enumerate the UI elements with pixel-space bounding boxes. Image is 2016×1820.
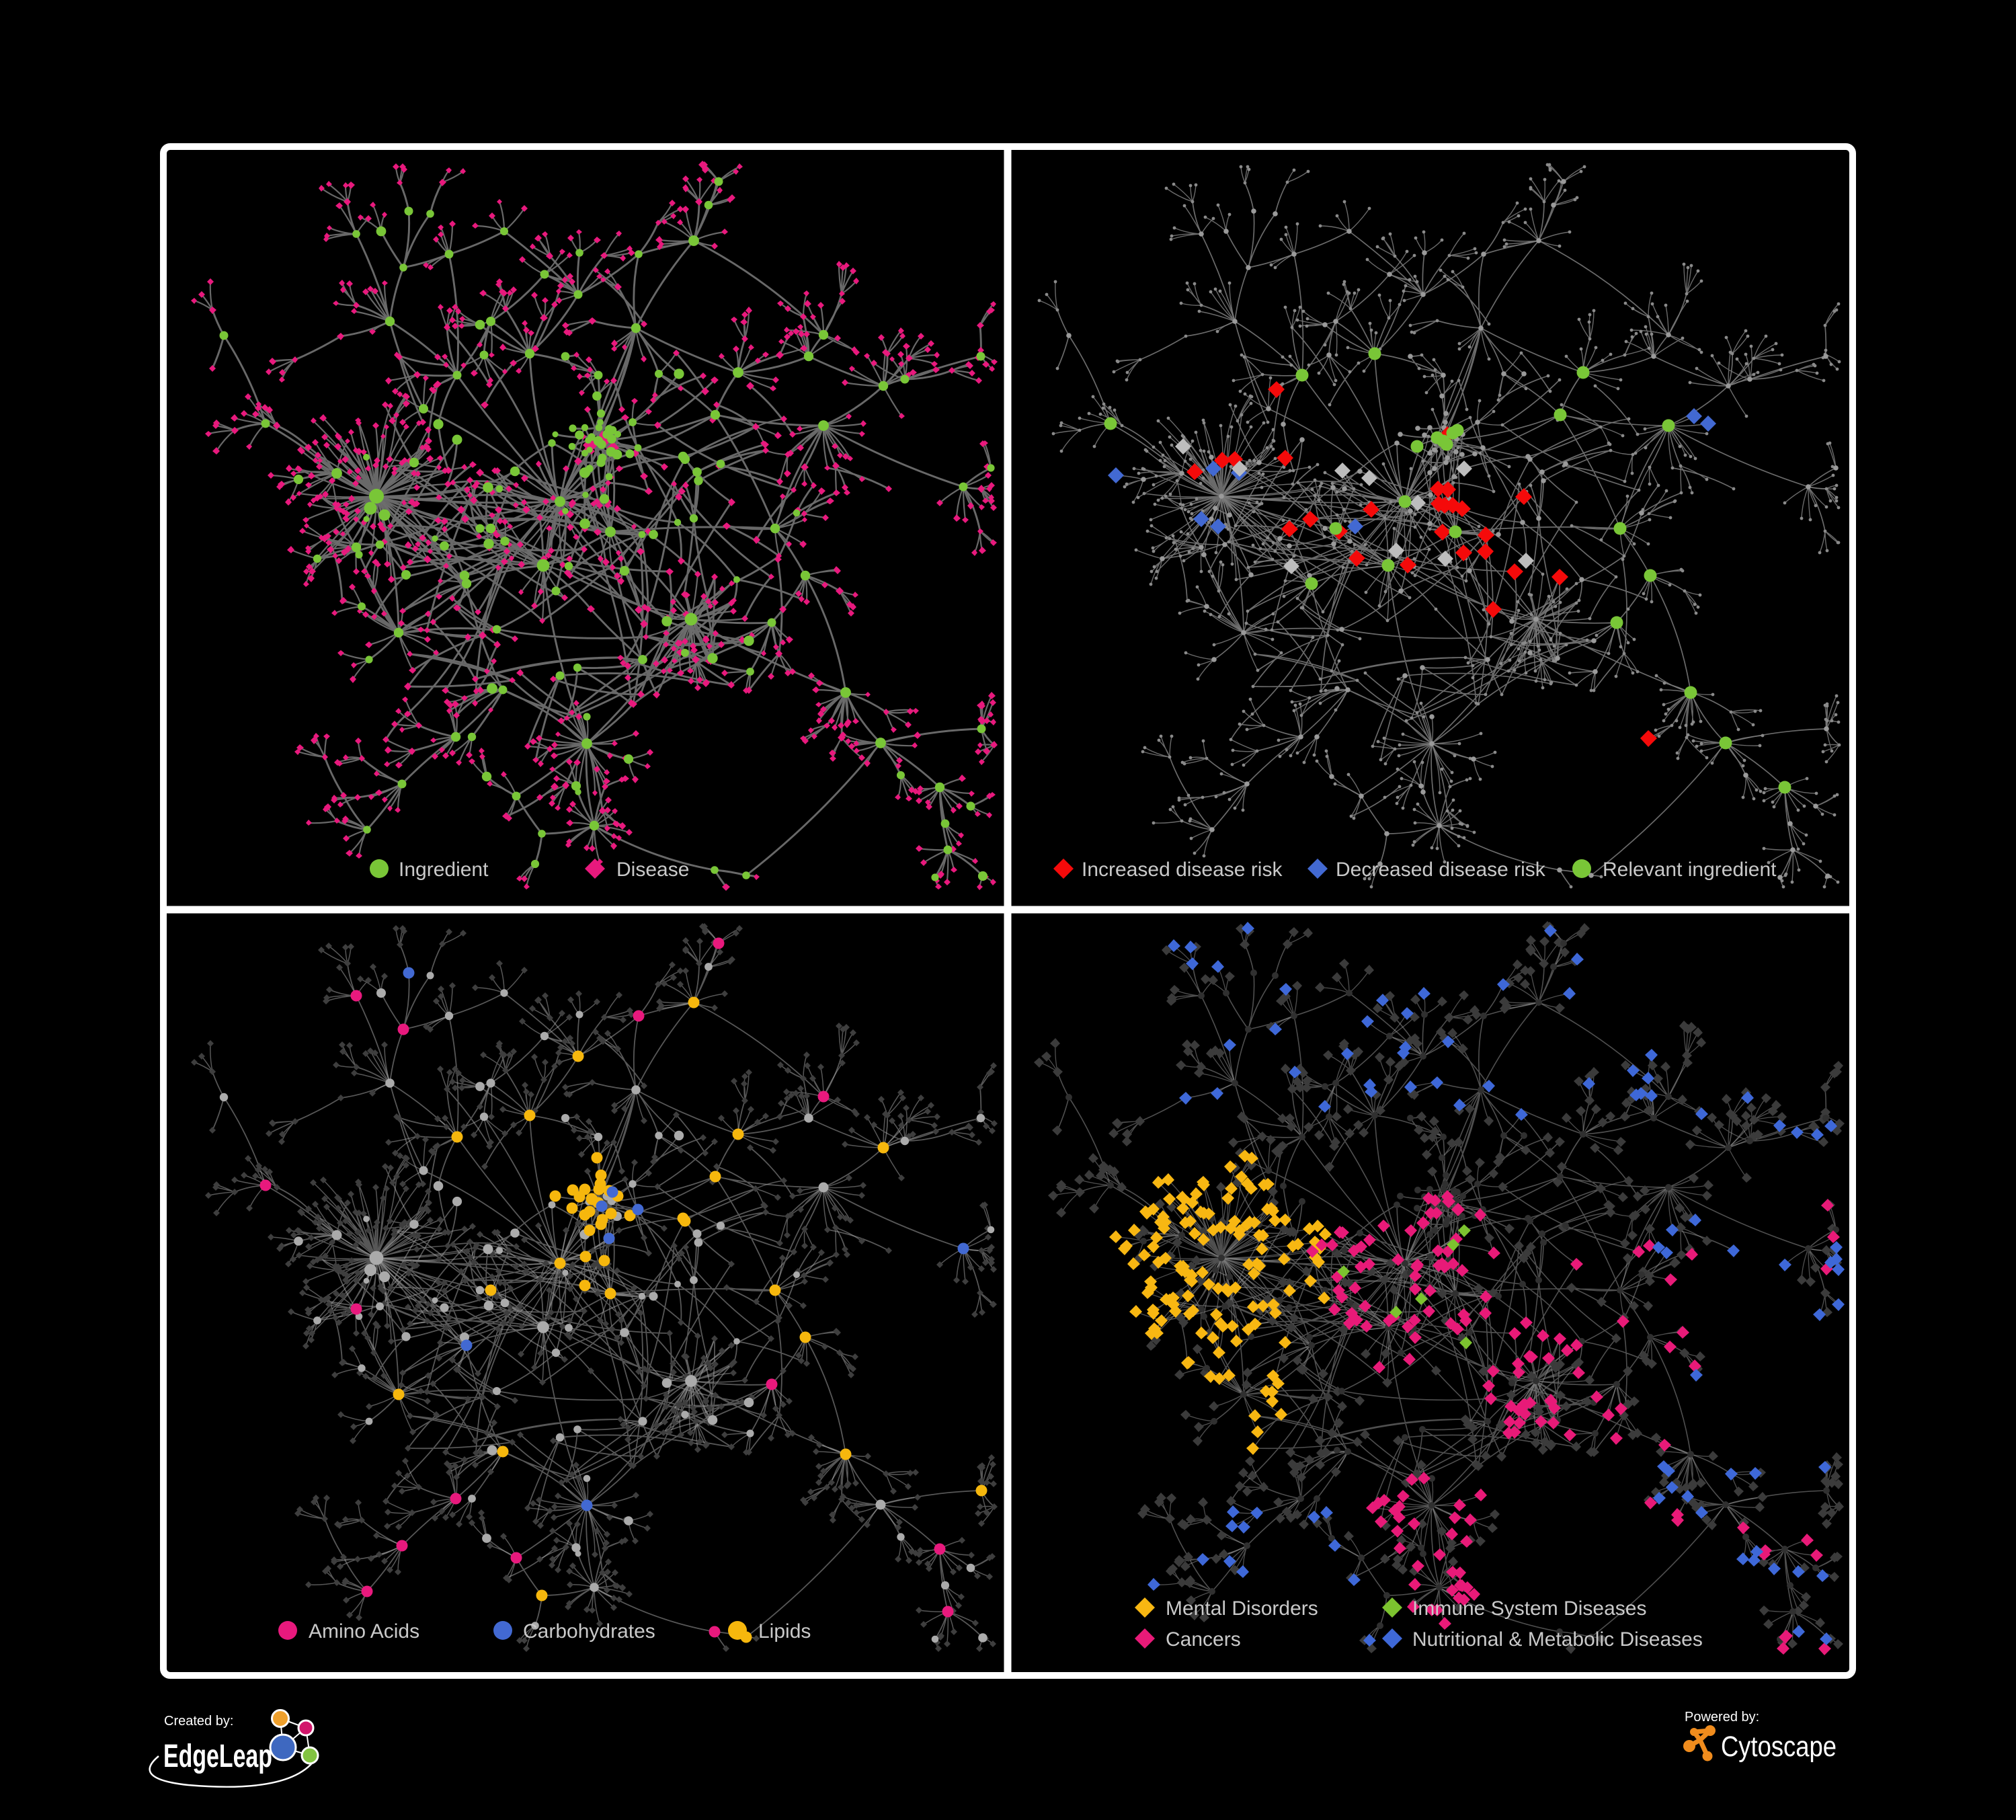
svg-text:Mental Disorders: Mental Disorders xyxy=(1166,1597,1318,1620)
svg-text:Created by:: Created by: xyxy=(164,1714,233,1729)
svg-text:Immune System Diseases: Immune System Diseases xyxy=(1412,1597,1646,1620)
svg-text:Cytoscape: Cytoscape xyxy=(1721,1731,1837,1763)
svg-text:Disease: Disease xyxy=(616,859,689,881)
svg-text:Amino Acids: Amino Acids xyxy=(309,1620,419,1643)
svg-text:Lipids: Lipids xyxy=(758,1620,811,1643)
svg-text:Powered by:: Powered by: xyxy=(1685,1710,1759,1725)
svg-text:Increased disease risk: Increased disease risk xyxy=(1082,859,1283,881)
svg-text:Nutritional & Metabolic Diseas: Nutritional & Metabolic Diseases xyxy=(1412,1628,1703,1651)
svg-text:EdgeLeap: EdgeLeap xyxy=(163,1739,272,1774)
svg-text:Cancers: Cancers xyxy=(1166,1628,1241,1651)
svg-text:Carbohydrates: Carbohydrates xyxy=(523,1620,655,1643)
svg-text:Decreased disease risk: Decreased disease risk xyxy=(1336,859,1546,881)
svg-text:Ingredient: Ingredient xyxy=(399,859,489,881)
svg-text:Relevant ingredient: Relevant ingredient xyxy=(1603,859,1777,881)
